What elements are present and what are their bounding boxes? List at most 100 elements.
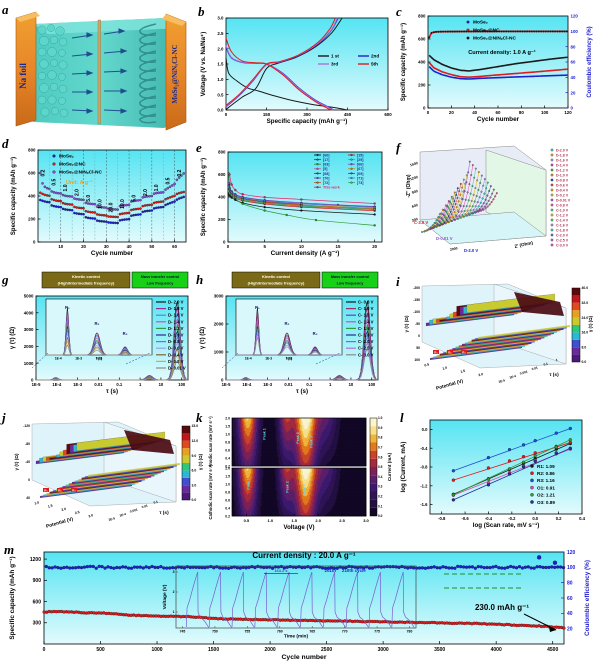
axis-text: 40: [26, 496, 30, 500]
data-point: [447, 213, 449, 215]
data-point: [164, 198, 166, 200]
legend-label: MoSe₂@NC: [473, 28, 500, 34]
data-point: [144, 210, 146, 212]
data-point: [89, 203, 91, 205]
data-point: [481, 206, 483, 208]
data-point: [105, 221, 107, 223]
data-point: [94, 203, 96, 205]
data-point: [488, 190, 490, 192]
data-point: [491, 193, 493, 195]
data-point: [462, 214, 464, 216]
legend-label: MoSe₂@NiNₓCl-NC: [59, 170, 102, 176]
data-point: [176, 179, 178, 181]
data-point: [457, 187, 459, 189]
panel-j-plot: R₁ R₂ R₃-120-80-40040γ (τ) (Ω)1.01.52.02.5…: [6, 410, 194, 542]
colorbar-band: [572, 325, 580, 332]
legend-label: 1 st: [331, 54, 339, 59]
data-point: [51, 204, 53, 206]
peak-label: R₂: [285, 321, 290, 326]
axis-text: 40: [472, 110, 477, 115]
axis-text: 450: [344, 112, 352, 117]
data-point: [374, 203, 376, 205]
data-point: [551, 239, 553, 241]
corner-label: D-2.0 V: [464, 248, 478, 253]
svg-g-ylabel: γ (τ) (Ω): [10, 327, 16, 349]
legend-label: D-1.0 V: [556, 173, 569, 177]
data-point: [91, 211, 93, 213]
legend-label: 2nd: [371, 54, 379, 59]
axis-text: 0: [418, 334, 420, 338]
data-point: [469, 183, 471, 185]
data-point: [512, 31, 514, 33]
legend-label: [68]: [323, 172, 329, 176]
data-point: [57, 192, 59, 194]
legend-label: [60]: [323, 153, 329, 157]
legend-label: D-1.4 V: [556, 163, 569, 167]
panel-a-label: a: [2, 2, 9, 18]
axis-text: 1E-5: [222, 382, 232, 387]
panel-h-drt-charge: h 1E-5 1E-4 1E-3 0.01 0.1 1 10 100 0 1000 2000 3000…: [196, 272, 394, 406]
legend-label: C-1.8 V: [556, 228, 569, 232]
data-point: [445, 217, 447, 219]
data-point: [463, 205, 465, 207]
axis-text: 1.5: [217, 62, 224, 67]
panel-k-label: k: [196, 410, 203, 426]
svg-i-zlabel: γ (τ) (Ω): [404, 315, 409, 332]
data-point: [167, 187, 169, 189]
data-point: [469, 214, 471, 216]
data-point: [107, 221, 109, 223]
data-point: [471, 200, 473, 202]
rate-step-label: 5.0: [86, 195, 92, 202]
data-point: [552, 31, 554, 33]
colorbar-band: [572, 340, 580, 347]
axis-text: 1E-5: [108, 516, 116, 522]
data-point: [476, 195, 478, 197]
colorbar-tick: 40.0: [582, 286, 589, 290]
data-point: [466, 181, 468, 183]
data-point: [449, 209, 451, 211]
data-point: [533, 31, 535, 33]
data-point: [524, 31, 526, 33]
data-point: [162, 206, 164, 208]
panel-b-plot: 0 150 300 450 6000.00.51.01.52.02.53.0Specif…: [196, 4, 394, 132]
data-point: [112, 222, 114, 224]
data-point: [228, 186, 230, 188]
banner-line1: Mass transfer control: [141, 275, 180, 279]
axis-text: 1E-4: [245, 357, 252, 361]
panel-g-drt-discharge: g 1E-5 1E-4 1E-3 0.01 0.1 1 10 100 0 1000 2000 3000…: [6, 272, 194, 406]
data-point: [119, 219, 121, 221]
axis-text: 60: [172, 244, 177, 249]
data-point: [137, 208, 139, 210]
data-point: [66, 195, 68, 197]
data-point: [103, 214, 105, 216]
data-point: [41, 193, 43, 195]
data-point: [317, 186, 319, 188]
data-point: [451, 196, 453, 198]
legend-label: [72]: [323, 181, 329, 185]
data-point: [448, 200, 450, 202]
axis-text: 2000: [214, 322, 224, 327]
data-point: [455, 214, 457, 216]
data-point: [351, 159, 353, 161]
legend-label: C- 1.2 V: [358, 313, 374, 318]
data-point: [445, 31, 447, 33]
data-point: [46, 194, 48, 196]
data-point: [300, 198, 302, 200]
data-point: [39, 192, 41, 194]
panel-h-label: h: [196, 272, 203, 288]
data-point: [450, 211, 452, 213]
legend-label: D- 0.4 V: [168, 352, 184, 357]
data-point: [62, 194, 64, 196]
panel-i-label: i: [396, 274, 400, 290]
data-point: [101, 214, 103, 216]
legend-label: C- 0.8 V: [358, 300, 374, 305]
panel-c-y2label: Coulombic efficiency (%): [587, 26, 593, 97]
axis-text: 1000: [24, 361, 34, 366]
axis-text: 200: [28, 217, 36, 222]
data-point: [460, 183, 462, 185]
data-point: [57, 200, 59, 202]
data-point: [242, 199, 244, 201]
data-point: [148, 204, 150, 206]
legend-label: [71]: [357, 176, 363, 180]
data-point: [458, 211, 460, 213]
